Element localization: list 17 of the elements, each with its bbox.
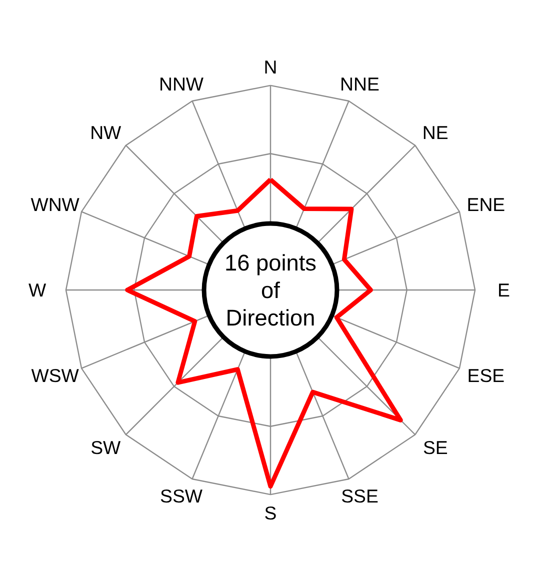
spoke-label: WNW [30,194,80,216]
spoke-label: NE [422,122,448,143]
spoke-label: WSW [31,364,80,386]
spoke-label: NW [90,122,122,143]
spoke-label: NNW [158,74,204,95]
spoke-label: ENE [466,194,506,216]
spoke-label: ESE [467,364,505,386]
spoke-label: S [264,502,277,524]
spoke-label: SE [422,437,448,458]
spoke-label: SSW [160,485,203,506]
spoke-label: SSE [341,485,378,506]
spoke-label: NNE [340,74,380,95]
spoke-label: W [28,280,47,300]
spoke-label: SW [90,437,122,458]
text: 16 points of Direction [224,249,316,331]
spoke-label: E [497,280,510,300]
spoke-label: N [264,56,278,78]
